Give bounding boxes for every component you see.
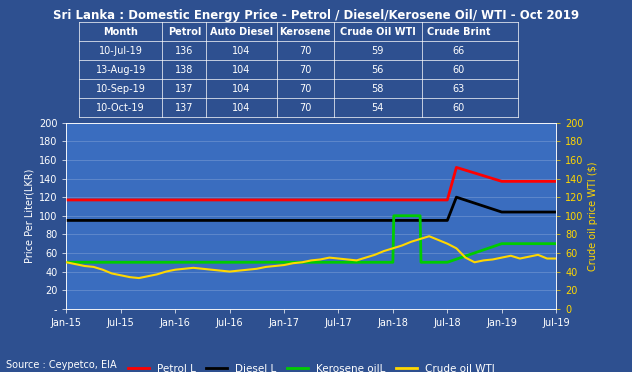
Text: 60: 60 [453,65,465,75]
Text: 66: 66 [453,46,465,56]
Text: 58: 58 [372,84,384,94]
Text: Source : Ceypetco, EIA: Source : Ceypetco, EIA [6,360,117,370]
Text: 13-Aug-19: 13-Aug-19 [95,65,146,75]
Text: 104: 104 [233,103,251,113]
Text: 56: 56 [372,65,384,75]
Text: 104: 104 [233,65,251,75]
Text: 70: 70 [299,103,312,113]
Text: 63: 63 [453,84,465,94]
Text: Kerosene: Kerosene [279,27,331,37]
Text: Crude Brint: Crude Brint [427,27,490,37]
Text: Month: Month [103,27,138,37]
Text: 138: 138 [175,65,193,75]
Legend: Petrol L, Diesel L, Kerosene oilL, Crude oil WTI: Petrol L, Diesel L, Kerosene oilL, Crude… [123,360,499,372]
Text: Crude Oil WTI: Crude Oil WTI [340,27,416,37]
Text: 54: 54 [372,103,384,113]
Text: 10-Jul-19: 10-Jul-19 [99,46,143,56]
Text: 60: 60 [453,103,465,113]
Text: Petrol: Petrol [167,27,201,37]
Text: 10-Sep-19: 10-Sep-19 [96,84,145,94]
Text: 137: 137 [175,103,193,113]
Y-axis label: Price Per Liter(LKR): Price Per Liter(LKR) [25,169,35,263]
Text: 70: 70 [299,46,312,56]
Text: 136: 136 [175,46,193,56]
Text: 70: 70 [299,84,312,94]
Text: 10-Oct-19: 10-Oct-19 [97,103,145,113]
Text: 104: 104 [233,46,251,56]
Y-axis label: Crude oil price WTI ($): Crude oil price WTI ($) [588,161,598,270]
Text: 70: 70 [299,65,312,75]
Text: 59: 59 [372,46,384,56]
Text: Sri Lanka : Domestic Energy Price - Petrol / Diesel/Kerosene Oil/ WTI - Oct 2019: Sri Lanka : Domestic Energy Price - Petr… [53,9,579,22]
Text: Auto Diesel: Auto Diesel [210,27,273,37]
Text: 137: 137 [175,84,193,94]
Text: 104: 104 [233,84,251,94]
